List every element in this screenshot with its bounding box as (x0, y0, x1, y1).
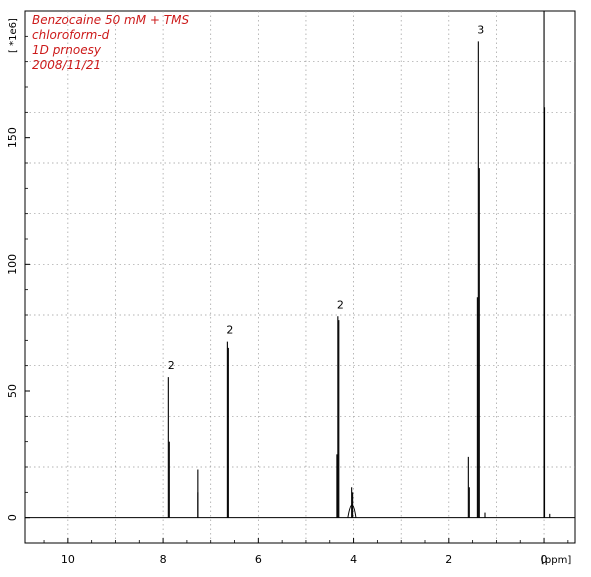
y-tick-label: 50 (6, 384, 19, 398)
title-line: 1D prnoesy (32, 43, 102, 57)
grid-lines (25, 11, 575, 543)
y-tick-label: 100 (6, 254, 19, 275)
title-line: 2008/11/21 (32, 58, 101, 72)
integral-label: 2 (168, 359, 175, 372)
spectrum-broad-peak (347, 504, 357, 518)
x-tick-label: 0 (541, 553, 548, 566)
integral-label: 2 (337, 298, 344, 311)
plot-frame (24, 10, 576, 544)
x-tick-label: 4 (350, 553, 357, 566)
x-tick-label: 2 (445, 553, 452, 566)
title-line: Benzocaine 50 mM + TMS (32, 13, 189, 27)
integral-label: 3 (477, 23, 484, 36)
integral-label: 2 (226, 324, 233, 337)
x-axis-label: [ppm] (541, 555, 571, 566)
x-tick-label: 8 (160, 553, 167, 566)
y-axis-label: [ *1e6] (8, 18, 19, 53)
y-tick-label: 150 (6, 127, 19, 148)
spectrum-series (25, 11, 575, 519)
integral-labels: 2 2 2 3 (168, 23, 485, 372)
y-tick-label: 0 (6, 514, 19, 521)
x-tick-label: 6 (255, 553, 262, 566)
title-line: chloroform-d (32, 28, 110, 42)
x-tick-label: 10 (61, 553, 75, 566)
